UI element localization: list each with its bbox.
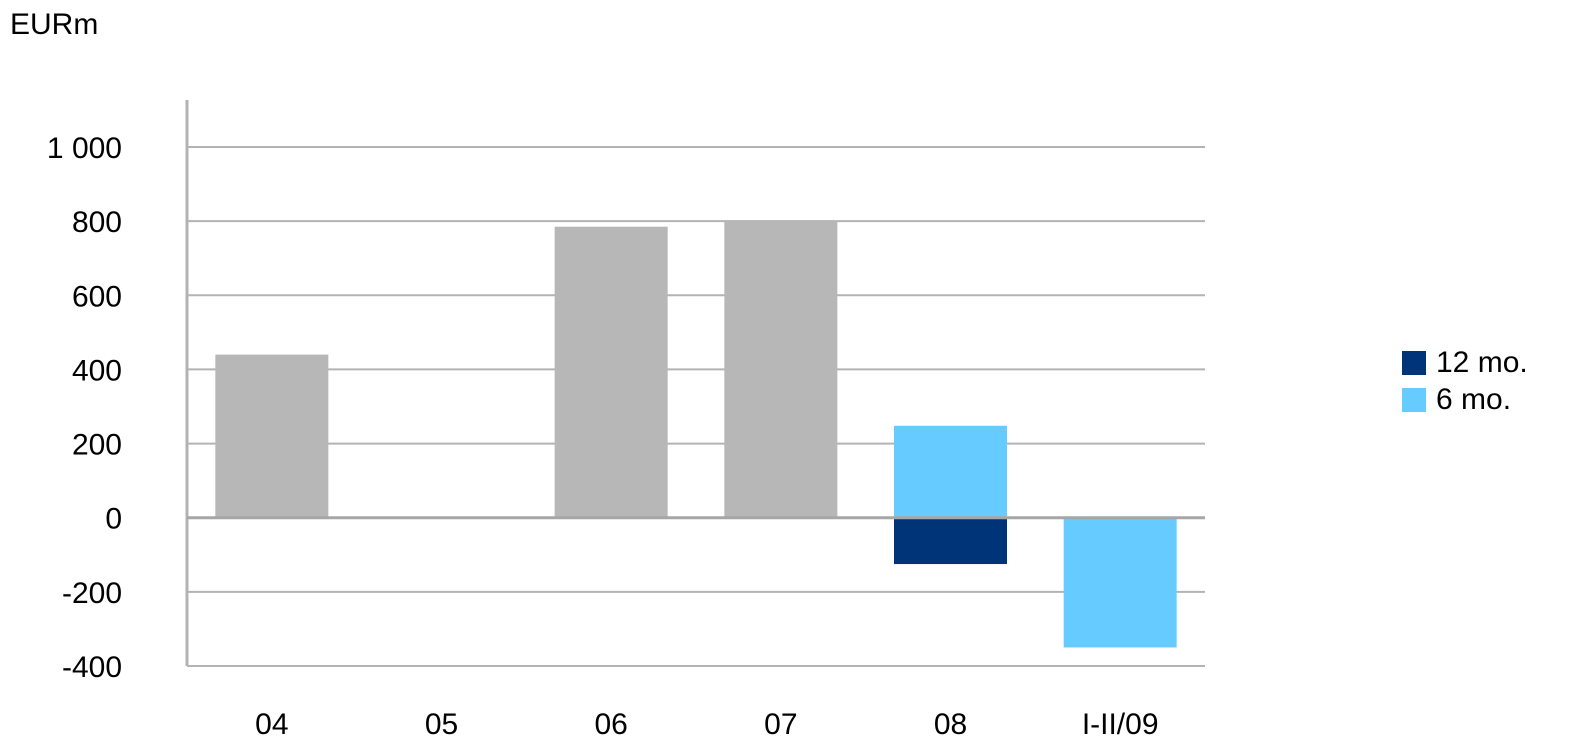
legend-item-12mo: 12 mo. bbox=[1402, 344, 1528, 381]
legend: 12 mo. 6 mo. bbox=[1402, 344, 1528, 418]
y-tick-label: 600 bbox=[72, 280, 122, 313]
legend-swatch-12mo bbox=[1402, 350, 1426, 375]
y-tick-label: -200 bbox=[62, 577, 122, 610]
bar-6mo-4 bbox=[894, 425, 1007, 518]
y-axis-unit-label: EURm bbox=[10, 8, 99, 41]
bar-annual-2 bbox=[554, 226, 668, 518]
y-tick-label: 200 bbox=[72, 429, 122, 462]
y-tick-label: 0 bbox=[105, 503, 122, 536]
gridlines bbox=[187, 146, 1205, 667]
x-tick-label: 05 bbox=[425, 708, 458, 741]
legend-label-6mo: 6 mo. bbox=[1436, 382, 1512, 416]
bar-annual-3 bbox=[724, 221, 838, 518]
bar-6mo-5 bbox=[1063, 517, 1177, 648]
x-tick-label: I-II/09 bbox=[1082, 708, 1159, 741]
bars bbox=[215, 221, 1177, 648]
x-tick-label: 08 bbox=[934, 708, 967, 741]
legend-swatch-6mo bbox=[1402, 387, 1426, 412]
y-tick-labels: 1 000 800 600 400 200 0 -200 -400 bbox=[47, 132, 122, 684]
legend-item-6mo: 6 mo. bbox=[1402, 381, 1528, 418]
legend-label-12mo: 12 mo. bbox=[1436, 345, 1528, 379]
x-tick-label: 06 bbox=[594, 708, 627, 741]
y-tick-label: 400 bbox=[72, 354, 122, 387]
bar-12mo-4 bbox=[894, 517, 1007, 565]
bar-annual-0 bbox=[215, 354, 329, 518]
axes bbox=[185, 100, 1205, 666]
x-tick-label: 04 bbox=[255, 708, 288, 741]
y-tick-label: 1 000 bbox=[47, 132, 122, 165]
x-tick-labels: 04 05 06 07 08 I-II/09 bbox=[255, 708, 1158, 741]
y-tick-label: -400 bbox=[62, 651, 122, 684]
x-tick-label: 07 bbox=[764, 708, 797, 741]
y-tick-label: 800 bbox=[72, 206, 122, 239]
